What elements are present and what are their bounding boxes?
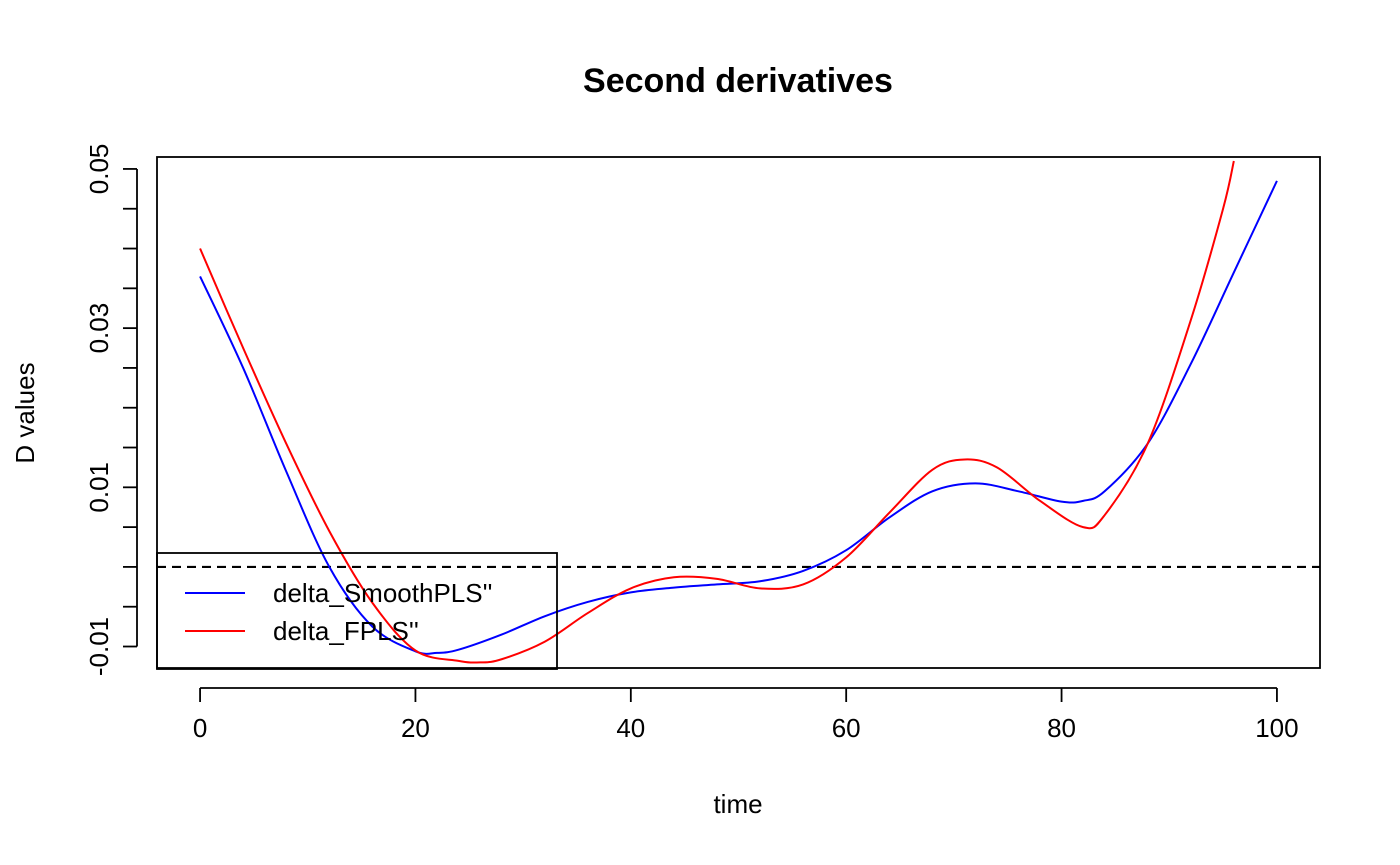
- plot-area: 0 20 40 60 80 100 -0.01 0.01 0.03 0.05: [84, 144, 1321, 743]
- x-tick-label-4: 80: [1047, 713, 1076, 743]
- x-tick-label-5: 100: [1255, 713, 1298, 743]
- x-tick-label-1: 20: [401, 713, 430, 743]
- series-line-1: [199, 160, 1235, 664]
- y-axis-label: D values: [10, 362, 40, 463]
- x-axis-label: time: [713, 789, 762, 819]
- legend: delta_SmoothPLS'' delta_FPLS'': [156, 552, 558, 670]
- x-tick-label-2: 40: [616, 713, 645, 743]
- plot-frame: [156, 156, 1321, 669]
- y-tick-label-4: 0.01: [84, 462, 114, 513]
- series-group: [199, 160, 1278, 664]
- x-tick-label-0: 0: [193, 713, 207, 743]
- x-tick-label-3: 60: [832, 713, 861, 743]
- y-tick-label-0: -0.01: [84, 617, 114, 676]
- y-tick-label-8: 0.03: [84, 303, 114, 354]
- y-tick-label-12: 0.05: [84, 144, 114, 195]
- legend-box: [156, 552, 558, 670]
- chart-title: Second derivatives: [583, 62, 893, 100]
- legend-label-1: delta_FPLS'': [273, 616, 419, 646]
- legend-label-0: delta_SmoothPLS'': [273, 578, 493, 608]
